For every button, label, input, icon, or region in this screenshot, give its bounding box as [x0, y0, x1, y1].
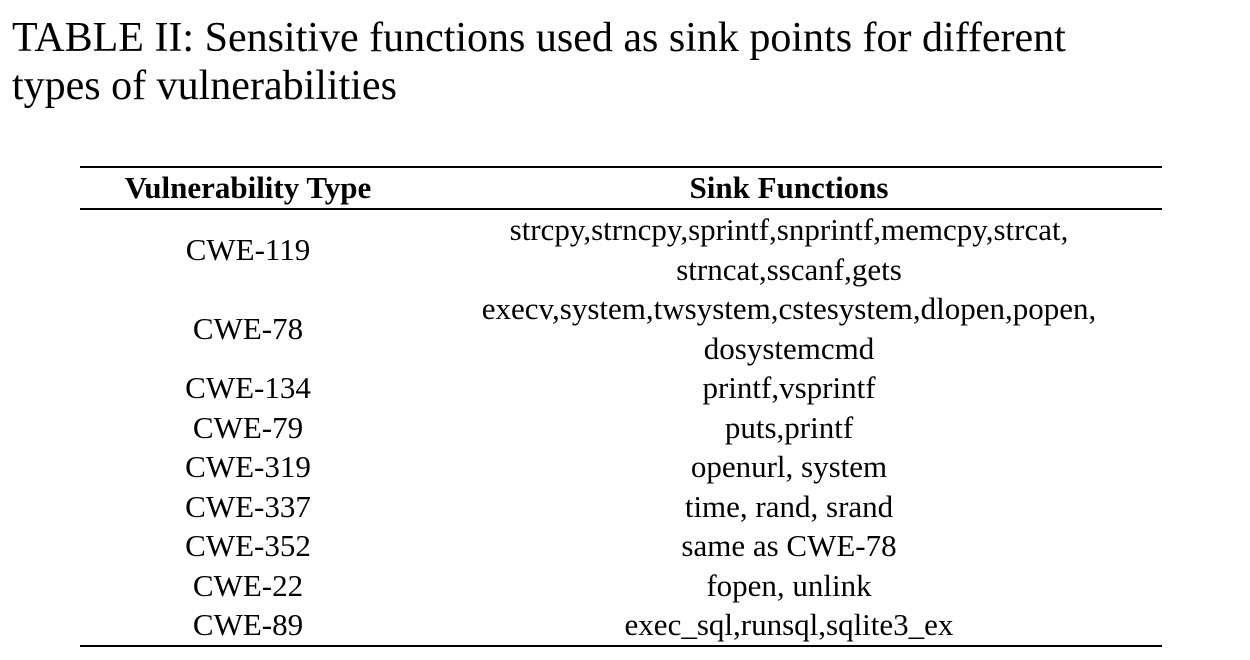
sink-functions-cell: puts,printf: [416, 408, 1162, 448]
sink-functions-cell: fopen, unlink: [416, 566, 1162, 606]
sink-functions-line: dosystemcmd: [703, 330, 875, 366]
sink-functions-line: openurl, system: [690, 449, 888, 484]
sink-functions-line: puts,printf: [724, 409, 854, 445]
table-row: CWE-319 openurl, system: [80, 447, 1162, 487]
sink-functions-line: exec_sql,runsql,sqlite3_ex: [624, 607, 954, 642]
table-row: CWE-119 strcpy,strncpy,sprintf,snprintf,…: [80, 209, 1162, 289]
header-sink-functions: Sink Functions: [689, 170, 889, 205]
table-header-row: Vulnerability Type Sink Functions: [80, 167, 1162, 209]
table-row: CWE-79 puts,printf: [80, 408, 1162, 448]
sink-functions-cell: time, rand, srand: [416, 487, 1162, 527]
table-row: CWE-78 execv,system,twsystem,cstesystem,…: [80, 289, 1162, 368]
sink-functions-line: printf,vsprintf: [702, 370, 876, 405]
caption-line-1: TABLE II: Sensitive functions used as si…: [12, 15, 1066, 61]
sink-functions-line: strncat,sscanf,gets: [676, 251, 902, 287]
vulnerability-type-cell: CWE-22: [192, 567, 304, 603]
header-vulnerability-type: Vulnerability Type: [124, 170, 372, 205]
vulnerability-type-cell: CWE-337: [185, 488, 311, 524]
vulnerability-type-cell: CWE-78: [192, 310, 304, 346]
sink-functions-line: strcpy,strncpy,sprintf,snprintf,memcpy,s…: [509, 212, 1069, 247]
vulnerability-type-cell: CWE-79: [192, 409, 304, 445]
sink-functions-line: same as CWE-78: [681, 528, 897, 563]
sink-functions-cell: exec_sql,runsql,sqlite3_ex: [416, 605, 1162, 646]
vulnerability-type-cell: CWE-89: [192, 607, 304, 642]
table-row: CWE-352 same as CWE-78: [80, 526, 1162, 566]
sink-functions-cell: strcpy,strncpy,sprintf,snprintf,memcpy,s…: [416, 209, 1162, 289]
vulnerability-table: Vulnerability Type Sink Functions CWE-11…: [80, 166, 1162, 647]
sink-functions-cell: execv,system,twsystem,cstesystem,dlopen,…: [416, 289, 1162, 368]
sink-functions-cell: printf,vsprintf: [416, 368, 1162, 408]
vulnerability-type-cell: CWE-319: [185, 449, 311, 484]
table-row: CWE-337 time, rand, srand: [80, 487, 1162, 527]
table-row: CWE-89 exec_sql,runsql,sqlite3_ex: [80, 605, 1162, 646]
vulnerability-type-cell: CWE-119: [185, 231, 311, 267]
sink-functions-cell: openurl, system: [416, 447, 1162, 487]
table-caption: TABLE II: Sensitive functions used as si…: [12, 14, 1242, 110]
vulnerability-type-cell: CWE-134: [185, 370, 311, 405]
table-row: CWE-22 fopen, unlink: [80, 566, 1162, 606]
table-row: CWE-134 printf,vsprintf: [80, 368, 1162, 408]
vulnerability-type-cell: CWE-352: [185, 528, 311, 563]
vulnerability-table-container: Vulnerability Type Sink Functions CWE-11…: [80, 166, 1162, 647]
sink-functions-line: time, rand, srand: [684, 488, 894, 524]
sink-functions-line: execv,system,twsystem,cstesystem,dlopen,…: [481, 291, 1097, 326]
sink-functions-cell: same as CWE-78: [416, 526, 1162, 566]
sink-functions-line: fopen, unlink: [706, 567, 872, 603]
caption-line-2: types of vulnerabilities: [12, 63, 397, 109]
